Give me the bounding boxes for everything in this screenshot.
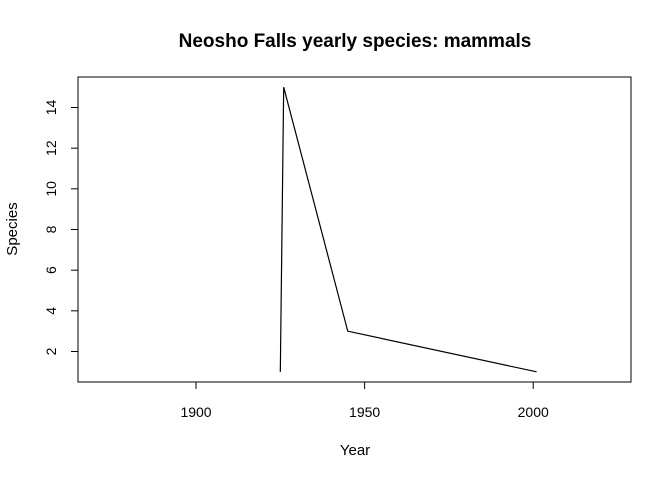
chart-title: Neosho Falls yearly species: mammals [179, 31, 532, 52]
series-line [279, 87, 537, 373]
y-tick-label: 4 [43, 307, 59, 315]
y-tick-label: 10 [43, 181, 59, 197]
y-tick-label: 6 [43, 266, 59, 274]
x-tick-label: 2000 [518, 404, 549, 420]
y-axis: 2 4 6 8 10 12 14 [43, 100, 79, 355]
y-tick-label: 8 [43, 225, 59, 233]
x-axis-label: Year [340, 442, 370, 459]
y-tick-label: 12 [43, 140, 59, 156]
y-tick-label: 14 [43, 100, 59, 116]
y-axis-label: Species [4, 202, 21, 255]
plot-frame [77, 76, 632, 383]
x-tick-label: 1900 [180, 404, 211, 420]
y-tick-label: 2 [43, 347, 59, 355]
series-layer [279, 87, 537, 373]
x-tick-label: 1950 [349, 404, 380, 420]
x-axis: 1900 1950 2000 [180, 381, 549, 420]
